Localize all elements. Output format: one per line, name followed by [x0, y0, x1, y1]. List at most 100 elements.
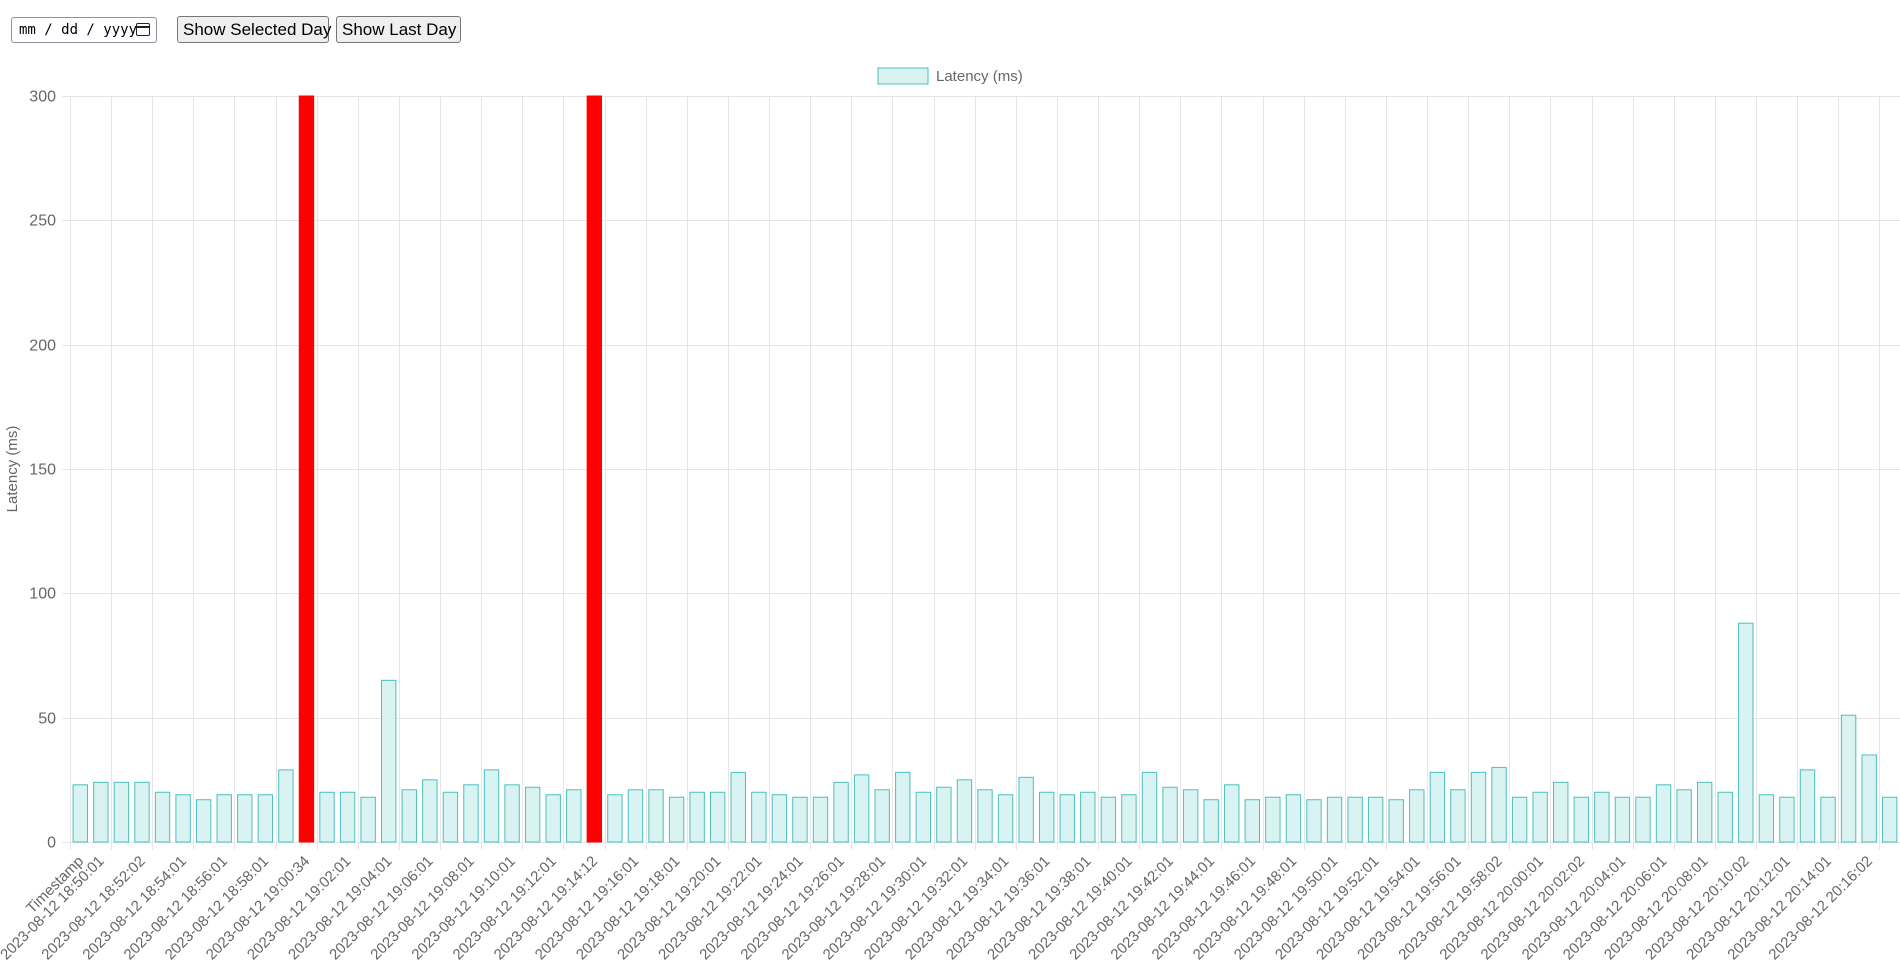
bar[interactable]	[915, 791, 932, 843]
bar[interactable]	[689, 791, 705, 843]
bar[interactable]	[853, 774, 870, 843]
bar[interactable]	[257, 794, 274, 843]
bar[interactable]	[1265, 796, 1281, 843]
bar[interactable]	[1141, 771, 1158, 843]
bar[interactable]	[1717, 791, 1733, 843]
y-tick-label: 150	[29, 462, 56, 479]
bar[interactable]	[175, 794, 191, 843]
bar[interactable]	[1224, 784, 1240, 843]
bar[interactable]	[545, 794, 561, 843]
bar[interactable]	[1614, 796, 1631, 843]
bar[interactable]	[1758, 794, 1775, 843]
bar[interactable]	[1573, 796, 1589, 843]
date-placeholder: mm / dd / yyyy	[19, 22, 138, 38]
bar[interactable]	[648, 789, 664, 843]
bar[interactable]	[1882, 796, 1898, 843]
bar[interactable]	[1409, 789, 1425, 843]
bar[interactable]	[1655, 784, 1672, 843]
bar[interactable]	[1532, 791, 1548, 843]
bar[interactable]	[237, 794, 253, 843]
bar[interactable]	[936, 786, 952, 843]
bar[interactable]	[1840, 714, 1857, 843]
bar[interactable]	[339, 791, 356, 843]
bar[interactable]	[874, 789, 890, 843]
bar[interactable]	[154, 791, 171, 843]
bar[interactable]	[463, 784, 479, 843]
bar[interactable]	[771, 794, 788, 843]
bar[interactable]	[93, 781, 109, 843]
bar[interactable]	[1182, 789, 1199, 843]
bar[interactable]	[1347, 796, 1363, 843]
bar[interactable]	[1779, 796, 1795, 843]
bar[interactable]	[710, 791, 726, 843]
bar[interactable]	[1511, 796, 1528, 843]
show-selected-day-button[interactable]: Show Selected Day	[177, 16, 331, 43]
bar-highlight[interactable]	[586, 95, 603, 843]
bar[interactable]	[1306, 799, 1322, 843]
bar[interactable]	[977, 789, 993, 843]
bar[interactable]	[1491, 766, 1507, 843]
bar[interactable]	[1162, 786, 1178, 843]
bar[interactable]	[1018, 776, 1034, 843]
bar[interactable]	[1429, 771, 1446, 843]
bar[interactable]	[1100, 796, 1117, 843]
bar[interactable]	[627, 789, 644, 843]
bar[interactable]	[1676, 789, 1692, 843]
bar[interactable]	[607, 794, 623, 843]
bar[interactable]	[997, 794, 1014, 843]
bar[interactable]	[1285, 794, 1302, 843]
bar[interactable]	[833, 781, 849, 843]
bar[interactable]	[134, 781, 150, 843]
bar[interactable]	[195, 799, 212, 843]
legend-label[interactable]: Latency (ms)	[936, 68, 1023, 85]
bar[interactable]	[1861, 754, 1877, 843]
bar[interactable]	[1696, 781, 1713, 843]
bar[interactable]	[1738, 622, 1754, 843]
bar[interactable]	[1038, 791, 1055, 843]
bar[interactable]	[360, 796, 376, 843]
bar[interactable]	[1450, 789, 1466, 843]
bar[interactable]	[278, 769, 294, 843]
bar[interactable]	[956, 779, 973, 843]
show-last-day-button[interactable]: Show Last Day	[336, 16, 461, 43]
bar[interactable]	[72, 784, 88, 843]
bar[interactable]	[668, 796, 685, 843]
bar[interactable]	[524, 786, 541, 843]
bar[interactable]	[812, 796, 829, 843]
bar[interactable]	[792, 796, 808, 843]
date-input[interactable]: mm / dd / yyyy	[11, 17, 157, 43]
bar[interactable]	[566, 789, 582, 843]
bar[interactable]	[1470, 771, 1487, 843]
bar[interactable]	[1594, 791, 1610, 843]
bar[interactable]	[1367, 796, 1384, 843]
bar[interactable]	[1080, 791, 1096, 843]
bar[interactable]	[483, 769, 500, 843]
bar[interactable]	[1059, 794, 1075, 843]
bar[interactable]	[216, 794, 232, 843]
bar[interactable]	[1326, 796, 1343, 843]
bar[interactable]	[895, 771, 911, 843]
legend-swatch[interactable]	[877, 67, 929, 85]
bar[interactable]	[730, 771, 746, 843]
bar[interactable]	[751, 791, 767, 843]
bar[interactable]	[1553, 781, 1569, 843]
calendar-icon[interactable]	[136, 23, 150, 36]
bar[interactable]	[381, 679, 397, 843]
bar[interactable]	[1635, 796, 1651, 843]
bar[interactable]	[1244, 799, 1260, 843]
chart-legend: Latency (ms)	[877, 67, 1023, 85]
y-tick-label: 250	[29, 213, 56, 230]
bar[interactable]	[504, 784, 520, 843]
bar[interactable]	[113, 781, 130, 843]
bar[interactable]	[442, 791, 459, 843]
bar-highlight[interactable]	[298, 95, 315, 843]
bar[interactable]	[1799, 769, 1816, 843]
bar[interactable]	[1203, 799, 1219, 843]
bar[interactable]	[1121, 794, 1137, 843]
bar[interactable]	[422, 779, 438, 843]
bar[interactable]	[1388, 799, 1404, 843]
bar[interactable]	[1820, 796, 1836, 843]
bar[interactable]	[319, 791, 335, 843]
y-axis-title: Latency (ms)	[4, 426, 21, 513]
bar[interactable]	[401, 789, 417, 843]
